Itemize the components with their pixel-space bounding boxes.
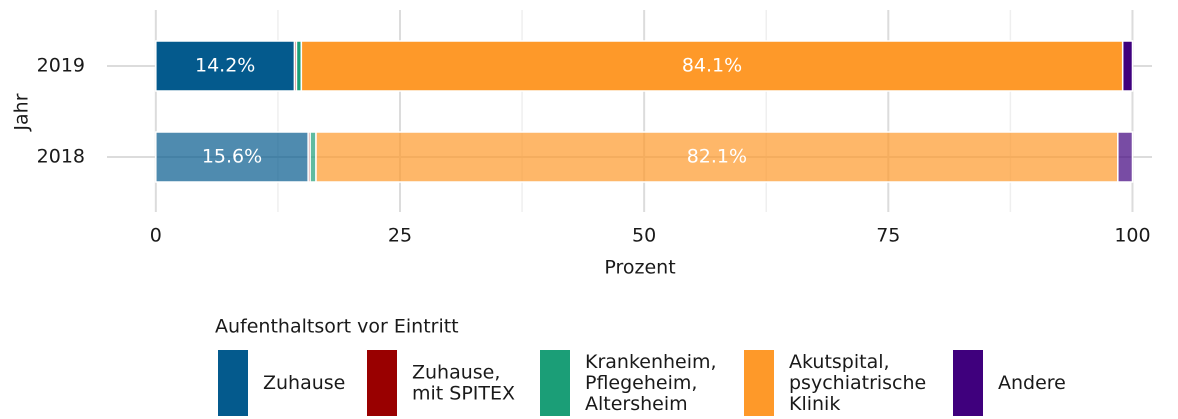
bar-segment bbox=[309, 131, 317, 183]
value-label: 84.1% bbox=[682, 55, 742, 77]
y-axis-label: Jahr bbox=[11, 93, 33, 131]
value-label: 82.1% bbox=[687, 146, 747, 168]
legend-key bbox=[367, 350, 397, 416]
bar-segment bbox=[1117, 131, 1134, 183]
legend-label: Krankenheim, Pflegeheim, Altersheim bbox=[585, 351, 717, 415]
x-tick-label: 0 bbox=[150, 225, 162, 247]
legend-key bbox=[540, 350, 570, 416]
legend-label: Andere bbox=[998, 372, 1066, 394]
bar-segment bbox=[155, 131, 309, 183]
x-tick-label: 100 bbox=[1114, 225, 1150, 247]
legend-label: Zuhause bbox=[263, 372, 345, 394]
y-tick-label: 2019 bbox=[37, 55, 85, 77]
legend-key bbox=[218, 350, 248, 416]
bar-segment bbox=[1121, 40, 1134, 92]
x-tick-label: 50 bbox=[632, 225, 656, 247]
legend-label: Zuhause, mit SPITEX bbox=[412, 361, 515, 404]
bar-segment bbox=[155, 40, 296, 92]
legend-label: Akutspital, psychiatrische Klinik bbox=[789, 351, 926, 415]
x-tick-label: 75 bbox=[876, 225, 900, 247]
value-label: 14.2% bbox=[195, 55, 255, 77]
value-label: 15.6% bbox=[202, 146, 262, 168]
legend-key bbox=[953, 350, 983, 416]
legend-title: Aufenthaltsort vor Eintritt bbox=[215, 316, 459, 338]
x-tick-label: 25 bbox=[388, 225, 412, 247]
x-axis-label: Prozent bbox=[604, 257, 675, 279]
bar-segment bbox=[315, 131, 1119, 183]
legend-key bbox=[744, 350, 774, 416]
y-tick-label: 2018 bbox=[37, 146, 85, 168]
bar-segment bbox=[300, 40, 1124, 92]
